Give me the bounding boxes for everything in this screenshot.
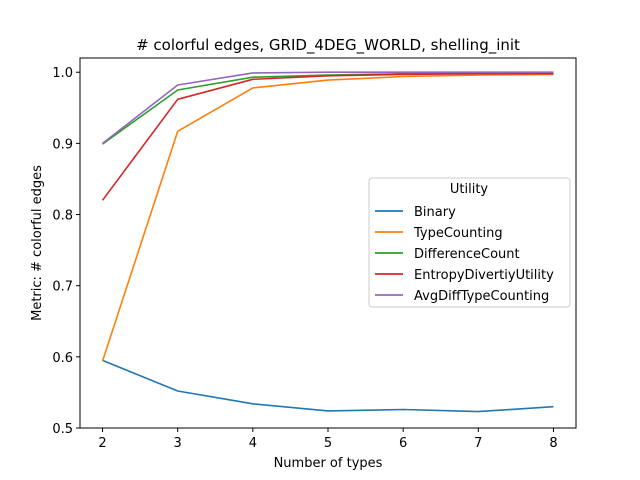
legend-label-binary: Binary <box>414 205 456 220</box>
legend-label-entropy-divertiy-utility: EntropyDivertiyUtility <box>414 268 554 283</box>
y-tick-label: 0.9 <box>52 137 73 152</box>
legend-label-avg-diff-type-counting: AvgDiffTypeCounting <box>414 289 549 304</box>
series-lines <box>101 71 554 413</box>
x-tick-label: 5 <box>324 436 332 451</box>
y-axis: 0.5 0.6 0.7 0.8 0.9 1.0 <box>52 66 80 437</box>
x-tick-label: 4 <box>249 436 257 451</box>
legend-title: Utility <box>450 182 489 197</box>
legend: Utility Binary TypeCounting DifferenceCoun… <box>368 177 571 308</box>
y-tick-label: 0.7 <box>52 280 73 295</box>
x-tick-label: 2 <box>98 436 106 451</box>
series-line-binary <box>102 359 554 413</box>
x-tick-label: 6 <box>399 436 407 451</box>
legend-box <box>368 177 571 308</box>
x-tick-label: 3 <box>174 436 182 451</box>
x-tick-label: 8 <box>549 436 557 451</box>
y-tick-label: 0.6 <box>52 351 73 366</box>
series-line-type-counting <box>101 73 554 362</box>
y-tick-label: 1.0 <box>52 66 73 81</box>
legend-label-type-counting: TypeCounting <box>413 226 503 241</box>
legend-label-difference-count: DifferenceCount <box>414 247 520 262</box>
y-axis-label: Metric: # colorful edges <box>30 165 45 321</box>
series-line-avg-diff-type-counting <box>102 71 554 145</box>
x-axis: 2 3 4 5 6 7 8 <box>98 428 558 451</box>
series-line-entropy-divertiy-utility <box>101 72 554 201</box>
y-tick-label: 0.5 <box>52 422 73 437</box>
x-axis-label: Number of types <box>274 456 383 471</box>
x-tick-label: 7 <box>474 436 482 451</box>
y-tick-label: 0.8 <box>52 209 73 224</box>
chart-title: # colorful edges, GRID_4DEG_WORLD, shell… <box>136 36 520 55</box>
